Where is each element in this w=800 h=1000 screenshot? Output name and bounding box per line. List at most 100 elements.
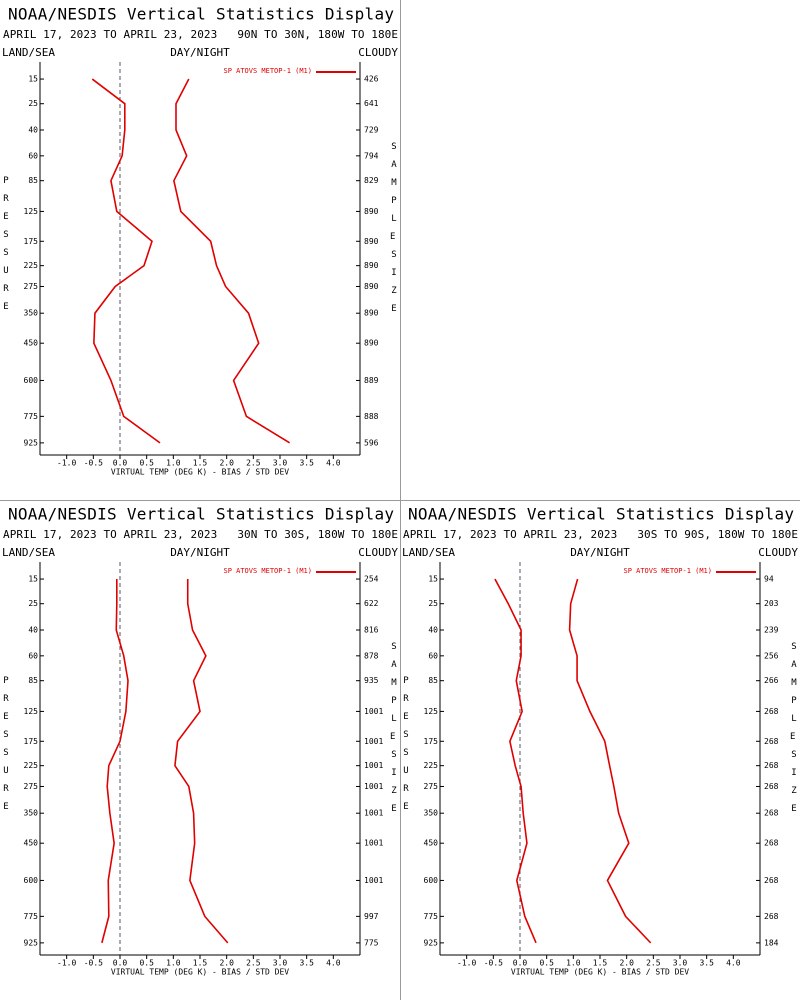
sample-size-label: 268 (764, 839, 779, 848)
x-tick-label: 0.5 (139, 459, 154, 468)
sample-size-label: 890 (364, 309, 379, 318)
x-tick-label: 0.5 (539, 959, 554, 968)
y2-axis-label: SAMPLE SIZE (390, 142, 401, 314)
y-tick-label: 775 (424, 912, 439, 921)
sample-size-label: 203 (764, 599, 779, 608)
center-label: DAY/NIGHT (170, 46, 230, 59)
y-tick-label: 925 (424, 938, 439, 947)
y-tick-label: 450 (24, 839, 39, 848)
y-tick-label: 225 (424, 761, 439, 770)
y-tick-label: 275 (424, 782, 439, 791)
y-tick-label: 60 (428, 651, 438, 660)
sample-size-label: 266 (764, 676, 779, 685)
x-tick-label: 3.0 (273, 459, 288, 468)
sample-size-label: 268 (764, 876, 779, 885)
chart-panel: NOAA/NESDIS Vertical Statistics Display A… (400, 500, 800, 1000)
sample-size-label: 426 (364, 75, 379, 84)
sample-size-label: 889 (364, 376, 379, 385)
y-tick-label: 40 (428, 625, 438, 634)
x-tick-label: 2.0 (219, 459, 234, 468)
y-tick-label: 600 (424, 876, 439, 885)
y-tick-label: 600 (24, 376, 39, 385)
sample-size-label: 890 (364, 207, 379, 216)
y-tick-label: 60 (28, 651, 38, 660)
y-tick-label: 85 (428, 676, 438, 685)
x-tick-label: 2.0 (219, 959, 234, 968)
legend-label: SP ATOVS METOP-1 (M1) (223, 567, 312, 575)
bias-line (101, 579, 129, 944)
x-tick-label: 3.5 (699, 959, 714, 968)
center-label: DAY/NIGHT (170, 546, 230, 559)
sample-size-label: 794 (364, 151, 379, 160)
sample-size-label: 94 (764, 575, 774, 584)
x-tick-label: 1.5 (193, 459, 208, 468)
left-label: LAND/SEA (2, 546, 55, 559)
y-tick-label: 775 (24, 412, 39, 421)
y-tick-label: 125 (24, 707, 39, 716)
sample-size-label: 935 (364, 676, 379, 685)
chart: NOAA/NESDIS Vertical Statistics Display A… (2, 5, 398, 477)
y-tick-label: 450 (424, 839, 439, 848)
y-tick-label: 85 (28, 176, 38, 185)
y-tick-label: 25 (28, 599, 38, 608)
sample-size-label: 254 (364, 575, 379, 584)
chart-title: NOAA/NESDIS Vertical Statistics Display (408, 505, 794, 524)
horizontal-divider (0, 500, 800, 501)
std-dev-line (173, 78, 291, 444)
sample-size-label: 641 (364, 99, 379, 108)
sample-size-label: 1001 (364, 737, 383, 746)
y2-axis-label: SAMPLE SIZE (390, 642, 401, 814)
y-axis-label: PRESSURE (3, 176, 9, 312)
y-axis-label: PRESSURE (403, 676, 409, 812)
y-tick-label: 60 (28, 151, 38, 160)
sample-size-label: 997 (364, 912, 379, 921)
sample-size-label: 268 (764, 707, 779, 716)
chart-panel: NOAA/NESDIS Vertical Statistics Display A… (0, 0, 400, 500)
sample-size-label: 1001 (364, 707, 383, 716)
y-tick-label: 275 (24, 282, 39, 291)
x-tick-label: 3.0 (673, 959, 688, 968)
x-tick-label: 1.0 (566, 959, 581, 968)
y-tick-label: 175 (24, 737, 39, 746)
sample-size-label: 268 (764, 737, 779, 746)
y-tick-label: 175 (24, 237, 39, 246)
sample-size-label: 1001 (364, 876, 383, 885)
sample-size-label: 268 (764, 912, 779, 921)
std-dev-line (174, 579, 229, 944)
x-tick-label: 3.0 (273, 959, 288, 968)
sample-size-label: 1001 (364, 782, 383, 791)
sample-size-label: 890 (364, 339, 379, 348)
x-tick-label: -0.5 (84, 959, 103, 968)
sample-size-label: 829 (364, 176, 379, 185)
y-tick-label: 775 (24, 912, 39, 921)
y-tick-label: 175 (424, 737, 439, 746)
y-tick-label: 225 (24, 761, 39, 770)
x-tick-label: 4.0 (326, 959, 341, 968)
x-tick-label: 2.5 (646, 959, 661, 968)
chart-subtitle: APRIL 17, 2023 TO APRIL 23, 2023 30N TO … (3, 528, 398, 541)
x-tick-label: -1.0 (57, 959, 76, 968)
x-tick-label: 2.0 (619, 959, 634, 968)
right-label: CLOUDY (758, 546, 798, 559)
sample-size-label: 256 (764, 651, 779, 660)
right-label: CLOUDY (358, 546, 398, 559)
sample-size-label: 890 (364, 237, 379, 246)
x-tick-label: -1.0 (57, 459, 76, 468)
x-tick-label: 3.5 (299, 459, 314, 468)
legend-label: SP ATOVS METOP-1 (M1) (623, 567, 712, 575)
right-label: CLOUDY (358, 46, 398, 59)
y-tick-label: 350 (24, 309, 39, 318)
sample-size-label: 729 (364, 125, 379, 134)
y-tick-label: 450 (24, 339, 39, 348)
chart: NOAA/NESDIS Vertical Statistics Display A… (2, 505, 398, 977)
y-tick-label: 15 (428, 575, 438, 584)
chart-title: NOAA/NESDIS Vertical Statistics Display (8, 505, 394, 524)
x-tick-label: -0.5 (484, 959, 503, 968)
sample-size-label: 239 (764, 625, 779, 634)
y-tick-label: 350 (424, 809, 439, 818)
left-label: LAND/SEA (402, 546, 455, 559)
left-label: LAND/SEA (2, 46, 55, 59)
sample-size-label: 184 (764, 938, 779, 947)
sample-size-label: 890 (364, 261, 379, 270)
bias-line (91, 78, 161, 444)
